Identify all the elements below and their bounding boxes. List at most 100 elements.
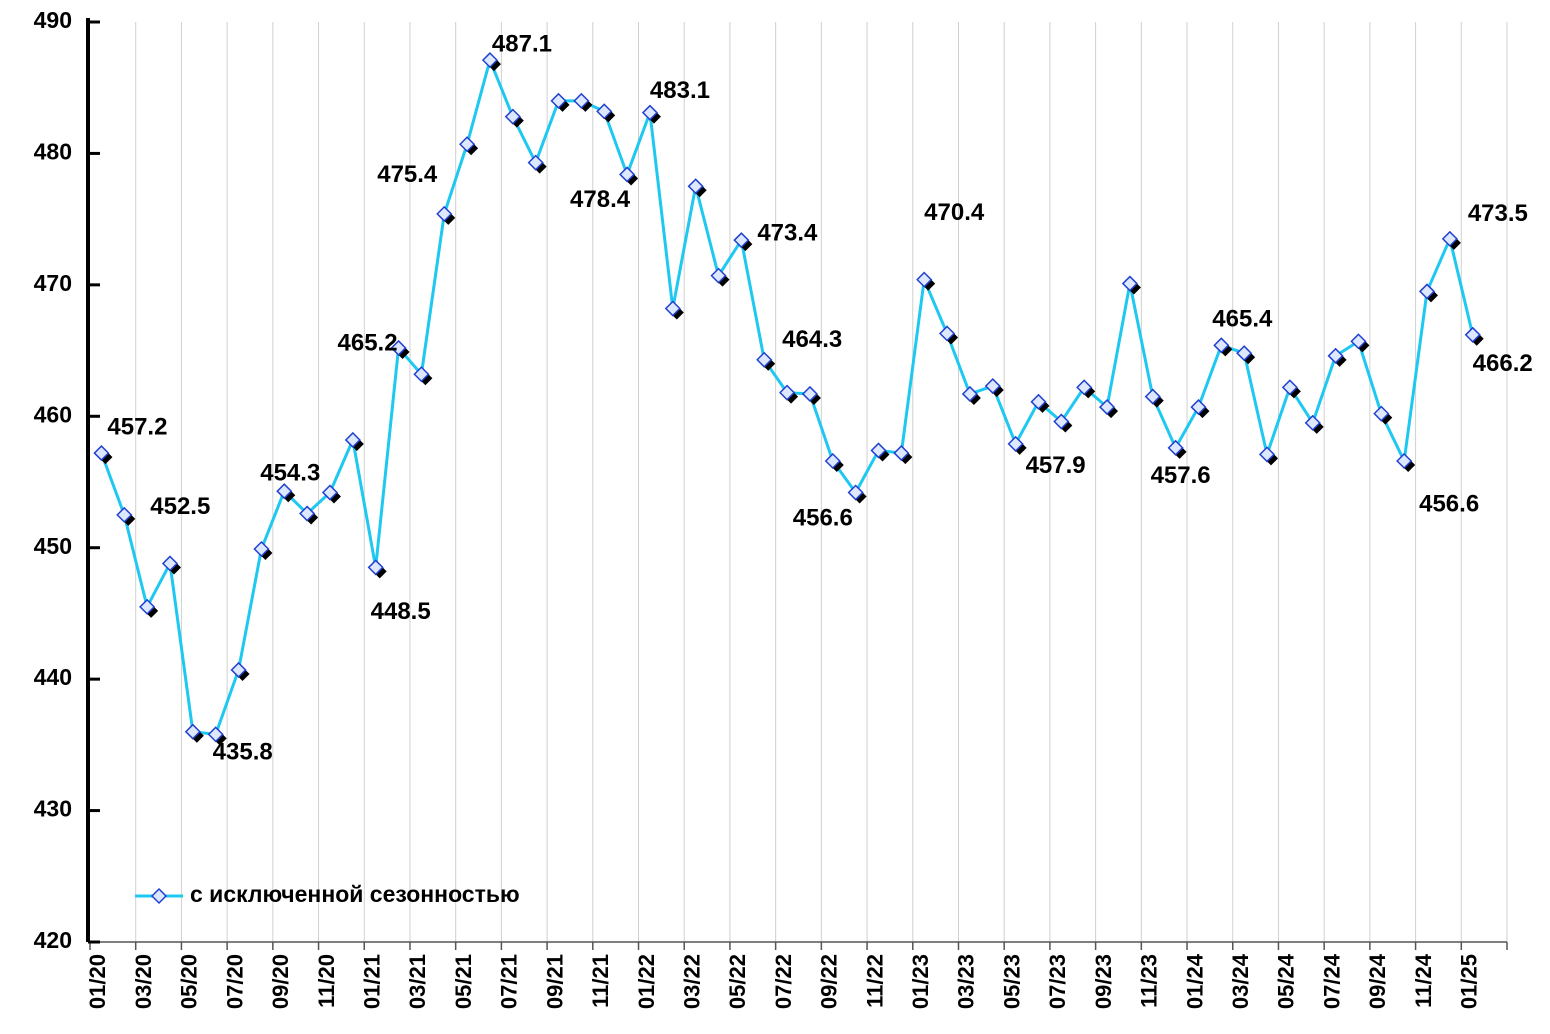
x-tick-label: 09/23 (1091, 954, 1116, 1009)
marker (1190, 399, 1207, 416)
data-label: 483.1 (650, 77, 710, 104)
data-label: 470.4 (924, 199, 985, 226)
marker (733, 232, 750, 249)
x-tick-label: 11/24 (1411, 953, 1436, 1008)
x-tick-label: 11/23 (1137, 954, 1162, 1008)
y-tick-label: 480 (34, 139, 72, 165)
x-tick-label: 09/22 (817, 954, 842, 1009)
marker (390, 339, 407, 357)
marker (984, 377, 1001, 395)
x-tick-label: 01/24 (1182, 953, 1207, 1009)
x-tick-label: 05/20 (177, 954, 202, 1009)
y-tick-label: 490 (34, 7, 72, 33)
marker (367, 559, 384, 576)
x-tick-label: 01/20 (85, 954, 110, 1009)
marker (116, 506, 133, 523)
marker (1441, 230, 1458, 247)
data-label: 464.3 (782, 326, 842, 353)
data-label: 452.5 (150, 493, 210, 520)
marker (344, 431, 361, 449)
marker (93, 445, 110, 462)
marker (664, 300, 681, 317)
marker (550, 92, 567, 109)
data-label: 457.6 (1151, 462, 1211, 489)
marker (1464, 326, 1481, 343)
marker (139, 598, 156, 615)
x-tick-label: 01/21 (359, 954, 384, 1009)
data-label: 456.6 (1419, 490, 1479, 517)
data-label: 473.4 (757, 220, 818, 247)
data-label: 473.5 (1468, 200, 1528, 227)
x-tick-label: 07/22 (771, 954, 796, 1009)
marker (619, 166, 636, 183)
marker (1144, 388, 1161, 405)
data-label: 454.3 (260, 460, 320, 487)
data-label: 457.9 (1026, 452, 1086, 479)
marker (413, 366, 430, 383)
x-tick-label: 07/21 (497, 954, 522, 1009)
x-tick-label: 07/23 (1045, 954, 1070, 1009)
marker (961, 385, 978, 403)
x-tick-label: 01/22 (634, 954, 659, 1009)
data-label: 487.1 (492, 30, 552, 57)
y-tick-label: 470 (34, 270, 72, 296)
x-tick-label: 11/20 (314, 954, 339, 1008)
marker (756, 351, 773, 368)
x-tick-label: 05/22 (725, 954, 750, 1009)
y-tick-label: 450 (34, 533, 72, 559)
x-tick-label: 03/20 (131, 954, 156, 1009)
data-label: 478.4 (570, 186, 631, 213)
y-tick-label: 420 (34, 927, 72, 953)
marker (687, 178, 704, 195)
marker (1281, 379, 1298, 396)
y-tick-label: 430 (34, 796, 72, 822)
x-tick-label: 03/21 (405, 954, 430, 1009)
marker (1373, 405, 1390, 422)
marker (207, 726, 224, 743)
x-tick-label: 05/24 (1274, 953, 1299, 1009)
marker (481, 52, 499, 69)
x-tick-label: 07/20 (222, 954, 247, 1009)
marker (436, 205, 453, 222)
x-tick-label: 03/22 (679, 954, 704, 1009)
x-tick-label: 05/21 (451, 954, 476, 1009)
marker (276, 483, 293, 500)
marker (1007, 435, 1024, 452)
marker (1076, 379, 1093, 396)
marker (801, 385, 818, 403)
x-tick-label: 03/24 (1228, 953, 1253, 1009)
marker (916, 271, 933, 288)
x-tick-label: 03/23 (954, 954, 979, 1009)
marker (779, 384, 796, 401)
marker (1304, 414, 1321, 431)
marker (299, 505, 316, 522)
marker (1213, 337, 1230, 354)
marker (1167, 439, 1184, 456)
marker (253, 540, 270, 558)
marker (161, 555, 179, 572)
marker (1098, 399, 1116, 416)
data-label: 457.2 (107, 413, 167, 440)
data-label: 466.2 (1473, 350, 1533, 377)
y-tick-label: 460 (34, 401, 72, 427)
marker (893, 445, 910, 462)
marker (504, 108, 521, 125)
x-tick-label: 09/24 (1365, 953, 1390, 1009)
marker (230, 661, 247, 679)
x-tick-label: 11/21 (588, 954, 613, 1008)
x-tick-label: 09/20 (268, 954, 293, 1009)
y-tick-label: 440 (34, 664, 72, 690)
marker (527, 154, 544, 171)
marker (1030, 393, 1047, 410)
marker (1327, 347, 1344, 364)
marker (641, 104, 659, 121)
marker (1258, 446, 1276, 463)
marker (870, 442, 887, 459)
marker (459, 136, 476, 153)
marker (184, 723, 201, 740)
data-label: 456.6 (793, 504, 853, 531)
x-tick-label: 01/23 (908, 954, 933, 1009)
marker (1236, 345, 1253, 362)
marker (710, 267, 727, 284)
